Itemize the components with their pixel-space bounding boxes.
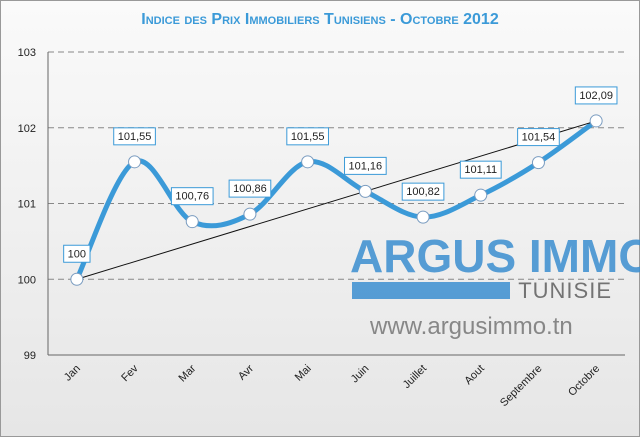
data-label-text: 101,11 [464, 164, 497, 176]
y-tick-label: 100 [18, 274, 36, 286]
y-tick-label: 102 [18, 123, 36, 135]
watermark-country: TUNISIE [518, 278, 612, 303]
data-label-text: 100,82 [406, 186, 440, 198]
data-label: 101,55 [286, 127, 329, 146]
data-label-box [344, 156, 387, 175]
point [128, 155, 142, 169]
watermark-brand: ARGUS IMMO [350, 230, 640, 282]
data-label-text: 100,86 [233, 183, 267, 195]
point [185, 215, 199, 229]
point [474, 188, 488, 202]
point [531, 156, 545, 170]
data-label-text: 100 [68, 248, 86, 260]
data-label-box [228, 179, 272, 198]
data-label: 101,54 [517, 128, 560, 147]
data-label-text: 101,16 [349, 160, 383, 172]
data-label: 100 [63, 244, 91, 263]
point [416, 210, 430, 224]
data-label: 101,55 [113, 127, 156, 146]
data-label: 100,76 [170, 187, 214, 206]
watermark-bar [352, 282, 510, 299]
point [358, 184, 372, 198]
y-tick-label: 101 [18, 199, 36, 211]
data-label-text: 102,09 [579, 90, 613, 102]
data-label: 101,11 [459, 160, 502, 179]
data-label-box [170, 187, 214, 206]
y-tick-label: 99 [24, 350, 36, 362]
data-label-box [63, 244, 91, 263]
point [301, 155, 315, 169]
chart-title: Indice des Prix Immobiliers Tunisiens - … [141, 11, 499, 28]
point [589, 114, 603, 128]
data-label-box [459, 160, 502, 179]
data-label: 101,16 [344, 156, 387, 175]
data-label: 100,82 [401, 182, 445, 201]
data-label-box [113, 127, 156, 146]
data-label: 100,86 [228, 179, 272, 198]
watermark-url: www.argusimmo.tn [369, 313, 573, 340]
watermark: ARGUS IMMO TUNISIE www.argusimmo.tn [350, 230, 640, 340]
line-series [74, 118, 598, 281]
data-label-text: 100,76 [175, 191, 209, 203]
y-tick-label: 103 [18, 47, 36, 59]
data-label-box [574, 86, 618, 105]
data-label-box [401, 182, 445, 201]
data-label-box [517, 128, 560, 147]
data-label: 102,09 [574, 86, 618, 105]
data-label-box [286, 127, 329, 146]
point [70, 272, 84, 286]
point [243, 207, 257, 221]
data-label-text: 101,54 [522, 132, 556, 144]
data-label-text: 101,55 [291, 131, 325, 143]
trend-line [76, 120, 597, 280]
data-label-text: 101,55 [118, 131, 152, 143]
